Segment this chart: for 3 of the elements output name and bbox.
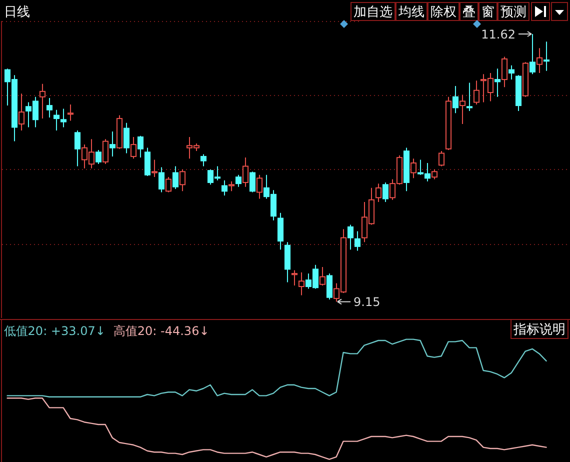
note-high: 11.62	[481, 28, 516, 42]
title: 日线	[4, 5, 30, 20]
note-low: 9.15	[354, 295, 380, 310]
